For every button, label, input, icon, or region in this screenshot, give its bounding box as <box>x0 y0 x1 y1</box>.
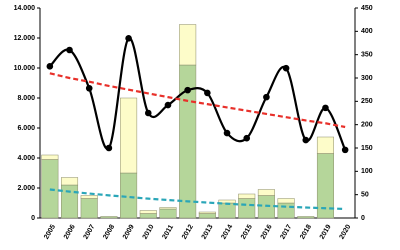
bar <box>100 216 118 219</box>
line <box>49 37 347 151</box>
bar <box>277 198 295 204</box>
y-tick-label: 6.000 <box>17 125 35 132</box>
bar <box>61 177 79 186</box>
y2-tick-label: 0 <box>361 215 365 222</box>
y-tick-label: 4.000 <box>17 155 35 162</box>
x-tick-label: 2005 <box>43 224 57 241</box>
x-tick-label: 2006 <box>63 224 77 241</box>
bar <box>41 159 59 219</box>
x-tick-label: 2017 <box>279 224 293 241</box>
bar <box>257 189 275 196</box>
y2-tick-label: 250 <box>361 98 373 105</box>
y-tick-label: 2.000 <box>17 185 35 192</box>
bar <box>159 208 177 219</box>
y-tick-label: 12.000 <box>14 35 36 42</box>
line-marker <box>125 35 132 42</box>
bar <box>238 198 256 219</box>
bar <box>238 193 256 199</box>
line-marker <box>164 101 172 109</box>
bar <box>277 202 295 219</box>
y2-tick-label: 350 <box>361 52 373 59</box>
x-tick-label: 2009 <box>122 224 136 241</box>
x-tick-label: 2016 <box>260 224 274 241</box>
x-tick-label: 2010 <box>142 224 156 241</box>
bar <box>218 202 236 219</box>
bar <box>139 210 157 214</box>
line-marker <box>302 136 310 144</box>
x-tick-label: 2013 <box>201 224 215 241</box>
line-marker <box>322 104 329 112</box>
x-tick-label: 2015 <box>240 224 254 241</box>
line-marker <box>204 89 211 97</box>
y2-tick-label: 300 <box>361 75 373 82</box>
trend-line <box>49 188 346 211</box>
line-marker <box>105 144 113 152</box>
x-tick-label: 2007 <box>83 224 97 241</box>
line-marker <box>263 93 270 101</box>
bar <box>198 211 216 214</box>
line-marker <box>85 84 93 92</box>
line-marker <box>46 63 54 70</box>
y2-tick-label: 50 <box>361 192 369 199</box>
bar <box>159 207 177 210</box>
y-tick-label: 8.000 <box>17 95 35 102</box>
line-marker <box>144 109 152 117</box>
bar <box>80 195 98 199</box>
x-tick-label: 2020 <box>339 224 353 241</box>
bar <box>120 97 138 174</box>
y-tick-label: 14.000 <box>14 5 36 12</box>
y2-tick-label: 400 <box>361 28 373 35</box>
bar <box>80 198 98 219</box>
bar <box>139 213 157 219</box>
line-marker <box>66 46 73 54</box>
line-marker <box>243 134 251 142</box>
y-tick-label: 10.000 <box>14 65 36 72</box>
line-marker <box>223 129 231 137</box>
x-tick-label: 2008 <box>102 224 116 241</box>
bar <box>297 216 315 219</box>
y2-tick-label: 100 <box>361 168 373 175</box>
line-marker <box>341 146 349 154</box>
bar <box>179 24 197 66</box>
y2-tick-label: 150 <box>361 145 373 152</box>
x-tick-label: 2012 <box>181 224 195 241</box>
x-tick-label: 2019 <box>319 224 333 241</box>
x-tick-label: 2014 <box>220 224 234 241</box>
x-tick-label: 2018 <box>299 224 313 241</box>
bar <box>61 184 79 219</box>
line-marker <box>282 64 290 72</box>
y-tick-label: 0 <box>31 215 35 222</box>
bar <box>41 154 59 160</box>
trend-line <box>49 72 346 129</box>
y2-tick-label: 450 <box>361 5 373 12</box>
line-marker <box>184 86 191 94</box>
bar <box>316 136 334 154</box>
bar <box>198 213 216 219</box>
x-tick-label: 2011 <box>161 224 175 241</box>
y2-tick-label: 200 <box>361 122 373 129</box>
